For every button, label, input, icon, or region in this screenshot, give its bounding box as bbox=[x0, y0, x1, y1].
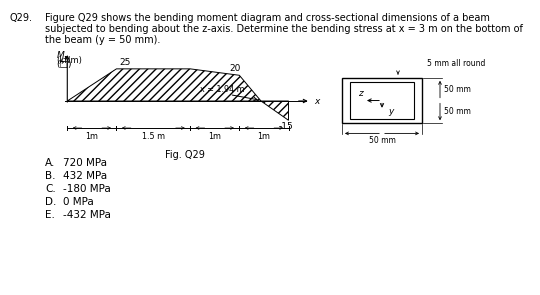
Text: C.: C. bbox=[45, 184, 56, 194]
Text: B.: B. bbox=[45, 171, 56, 181]
Text: -15: -15 bbox=[279, 122, 293, 131]
Text: Q29.: Q29. bbox=[10, 13, 33, 23]
Text: (□): (□) bbox=[57, 60, 72, 70]
Text: 432 MPa: 432 MPa bbox=[63, 171, 107, 181]
Text: 1m: 1m bbox=[85, 132, 98, 141]
Text: A.: A. bbox=[45, 158, 56, 168]
Text: 20: 20 bbox=[230, 64, 241, 73]
Text: 50 mm: 50 mm bbox=[444, 107, 471, 116]
Text: Fig. Q29: Fig. Q29 bbox=[165, 150, 205, 160]
Text: -432 MPa: -432 MPa bbox=[63, 210, 111, 220]
Text: 720 MPa: 720 MPa bbox=[63, 158, 107, 168]
Polygon shape bbox=[261, 101, 288, 120]
Text: 5 mm all round: 5 mm all round bbox=[427, 59, 485, 68]
Text: 50 mm: 50 mm bbox=[444, 85, 471, 94]
Text: E.: E. bbox=[45, 210, 55, 220]
Bar bbox=[342, 78, 422, 123]
Text: D.: D. bbox=[45, 197, 56, 207]
Bar bbox=[350, 82, 414, 119]
Text: the beam (y = 50 mm).: the beam (y = 50 mm). bbox=[45, 35, 160, 45]
Polygon shape bbox=[68, 69, 261, 101]
Text: z: z bbox=[358, 89, 363, 98]
Text: x: x bbox=[314, 96, 320, 106]
Text: $M_z$: $M_z$ bbox=[57, 50, 70, 62]
Text: x = 1.94 m: x = 1.94 m bbox=[200, 85, 245, 94]
Text: Figure Q29 shows the bending moment diagram and cross-sectional dimensions of a : Figure Q29 shows the bending moment diag… bbox=[45, 13, 490, 23]
Text: (kNm): (kNm) bbox=[57, 56, 82, 65]
Text: 1.5 m: 1.5 m bbox=[142, 132, 165, 141]
Text: subjected to bending about the z-axis. Determine the bending stress at x = 3 m o: subjected to bending about the z-axis. D… bbox=[45, 24, 523, 34]
Text: 1m: 1m bbox=[208, 132, 221, 141]
Text: 0 MPa: 0 MPa bbox=[63, 197, 94, 207]
Text: 50 mm: 50 mm bbox=[369, 136, 395, 145]
Text: 25: 25 bbox=[119, 58, 130, 67]
Text: -180 MPa: -180 MPa bbox=[63, 184, 111, 194]
Text: +: + bbox=[58, 57, 65, 66]
Text: y: y bbox=[388, 107, 393, 116]
Text: 1m: 1m bbox=[258, 132, 271, 141]
